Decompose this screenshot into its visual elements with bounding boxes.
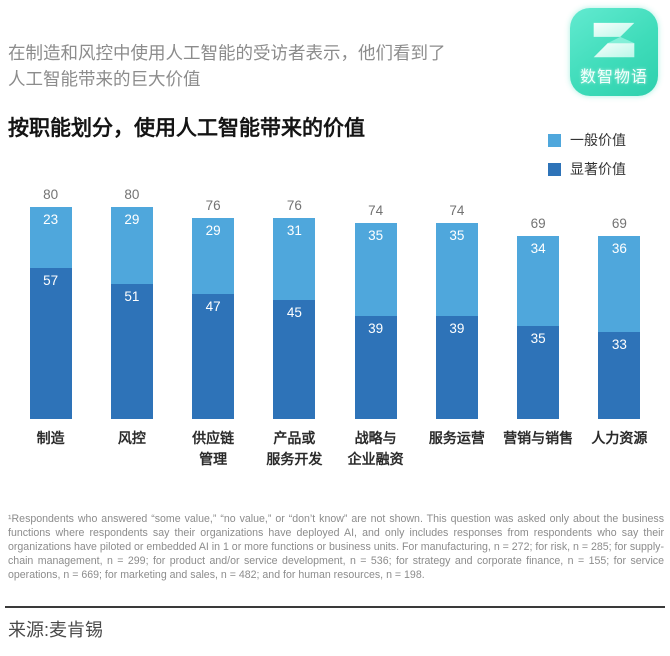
footnote: ¹Respondents who answered “some value,” …	[8, 513, 664, 581]
bar-total-label: 76	[205, 197, 221, 213]
brand-logo-text: 数智物语	[579, 69, 648, 86]
bar-stack: 23 57	[29, 207, 72, 419]
bar-total-label: 74	[449, 202, 465, 218]
page-subtitle: 在制造和风控中使用人工智能的受访者表示，他们看到了 人工智能带来的巨大价值	[8, 43, 446, 89]
category-label: 营销与销售	[503, 430, 574, 446]
bar-stack: 34 35	[517, 236, 560, 419]
bar-column: 80 29 51	[91, 187, 172, 419]
bar-stack: 35 39	[435, 222, 478, 419]
legend-swatch	[548, 162, 561, 176]
brand-z-icon	[593, 22, 635, 58]
bar-segment: 34	[517, 236, 560, 327]
legend-item: 一般价值	[548, 130, 626, 150]
bar-segment: 39	[354, 315, 397, 419]
bar-segment: 31	[273, 217, 316, 300]
bar-segment: 45	[273, 299, 316, 419]
bar-stack: 35 39	[354, 222, 397, 419]
bar-segment: 29	[110, 207, 153, 284]
bar-stack: 36 33	[598, 236, 641, 419]
bar-segment: 29	[192, 217, 235, 295]
bar-stack: 31 45	[273, 217, 316, 419]
category-label: 供应链 管理	[192, 430, 235, 467]
bar-segment: 51	[110, 283, 153, 419]
bar-column: 80 23 57	[10, 187, 91, 419]
stacked-bar-chart: 80 23 57 80 29 51 76 29 47 76 31 45 74 35 39 74 35 39 69 34…	[10, 184, 660, 470]
bar-total-label: 80	[124, 187, 140, 203]
chart-legend: 一般价值 显著价值	[548, 130, 626, 188]
bar-column: 76 29 47	[173, 198, 254, 419]
bar-column: 74 35 39	[335, 203, 416, 419]
category-label: 服务运营	[428, 430, 485, 446]
bar-segment: 36	[598, 236, 641, 332]
bar-stack: 29 47	[192, 217, 235, 419]
brand-logo: 数智物语	[570, 8, 658, 96]
bar-total-label: 69	[611, 216, 627, 232]
bar-total-label: 69	[530, 216, 546, 232]
bar-segment: 57	[29, 267, 72, 419]
legend-swatch	[548, 133, 561, 147]
category-label: 战略与 企业融资	[347, 430, 404, 467]
bar-total-label: 76	[286, 197, 302, 213]
bar-total-label: 74	[368, 202, 384, 218]
bar-column: 74 35 39	[416, 203, 497, 419]
bar-segment: 35	[517, 326, 560, 419]
bar-column: 76 31 45	[254, 198, 335, 419]
category-label: 产品或 服务开发	[266, 430, 323, 467]
bar-segment: 35	[354, 222, 397, 316]
bar-segment: 23	[29, 207, 72, 268]
divider-line	[5, 606, 665, 608]
bar-column: 69 34 35	[498, 216, 579, 419]
bar-column: 69 36 33	[579, 216, 660, 419]
category-axis: 制造 风控 供应链 管理 产品或 服务开发 战略与 企业融资 服务运营 营销与销售 人力资源	[10, 428, 660, 470]
legend-label: 显著价值	[570, 161, 626, 177]
bar-stack: 29 51	[110, 207, 153, 419]
source-label: 来源:麦肯锡	[8, 620, 104, 640]
bar-segment: 35	[435, 222, 478, 316]
bars-row: 80 23 57 80 29 51 76 29 47 76 31 45 74 35 39 74 35 39 69 34…	[10, 184, 660, 419]
chart-title: 按职能划分，使用人工智能带来的价值	[8, 117, 365, 140]
bar-segment: 33	[598, 331, 641, 419]
legend-label: 一般价值	[570, 132, 626, 148]
bar-segment: 39	[435, 315, 478, 419]
legend-item: 显著价值	[548, 159, 626, 179]
category-label: 制造	[36, 430, 65, 446]
category-label: 风控	[117, 430, 146, 446]
category-label: 人力资源	[591, 430, 648, 446]
bar-total-label: 80	[43, 187, 59, 203]
bar-segment: 47	[192, 294, 235, 419]
